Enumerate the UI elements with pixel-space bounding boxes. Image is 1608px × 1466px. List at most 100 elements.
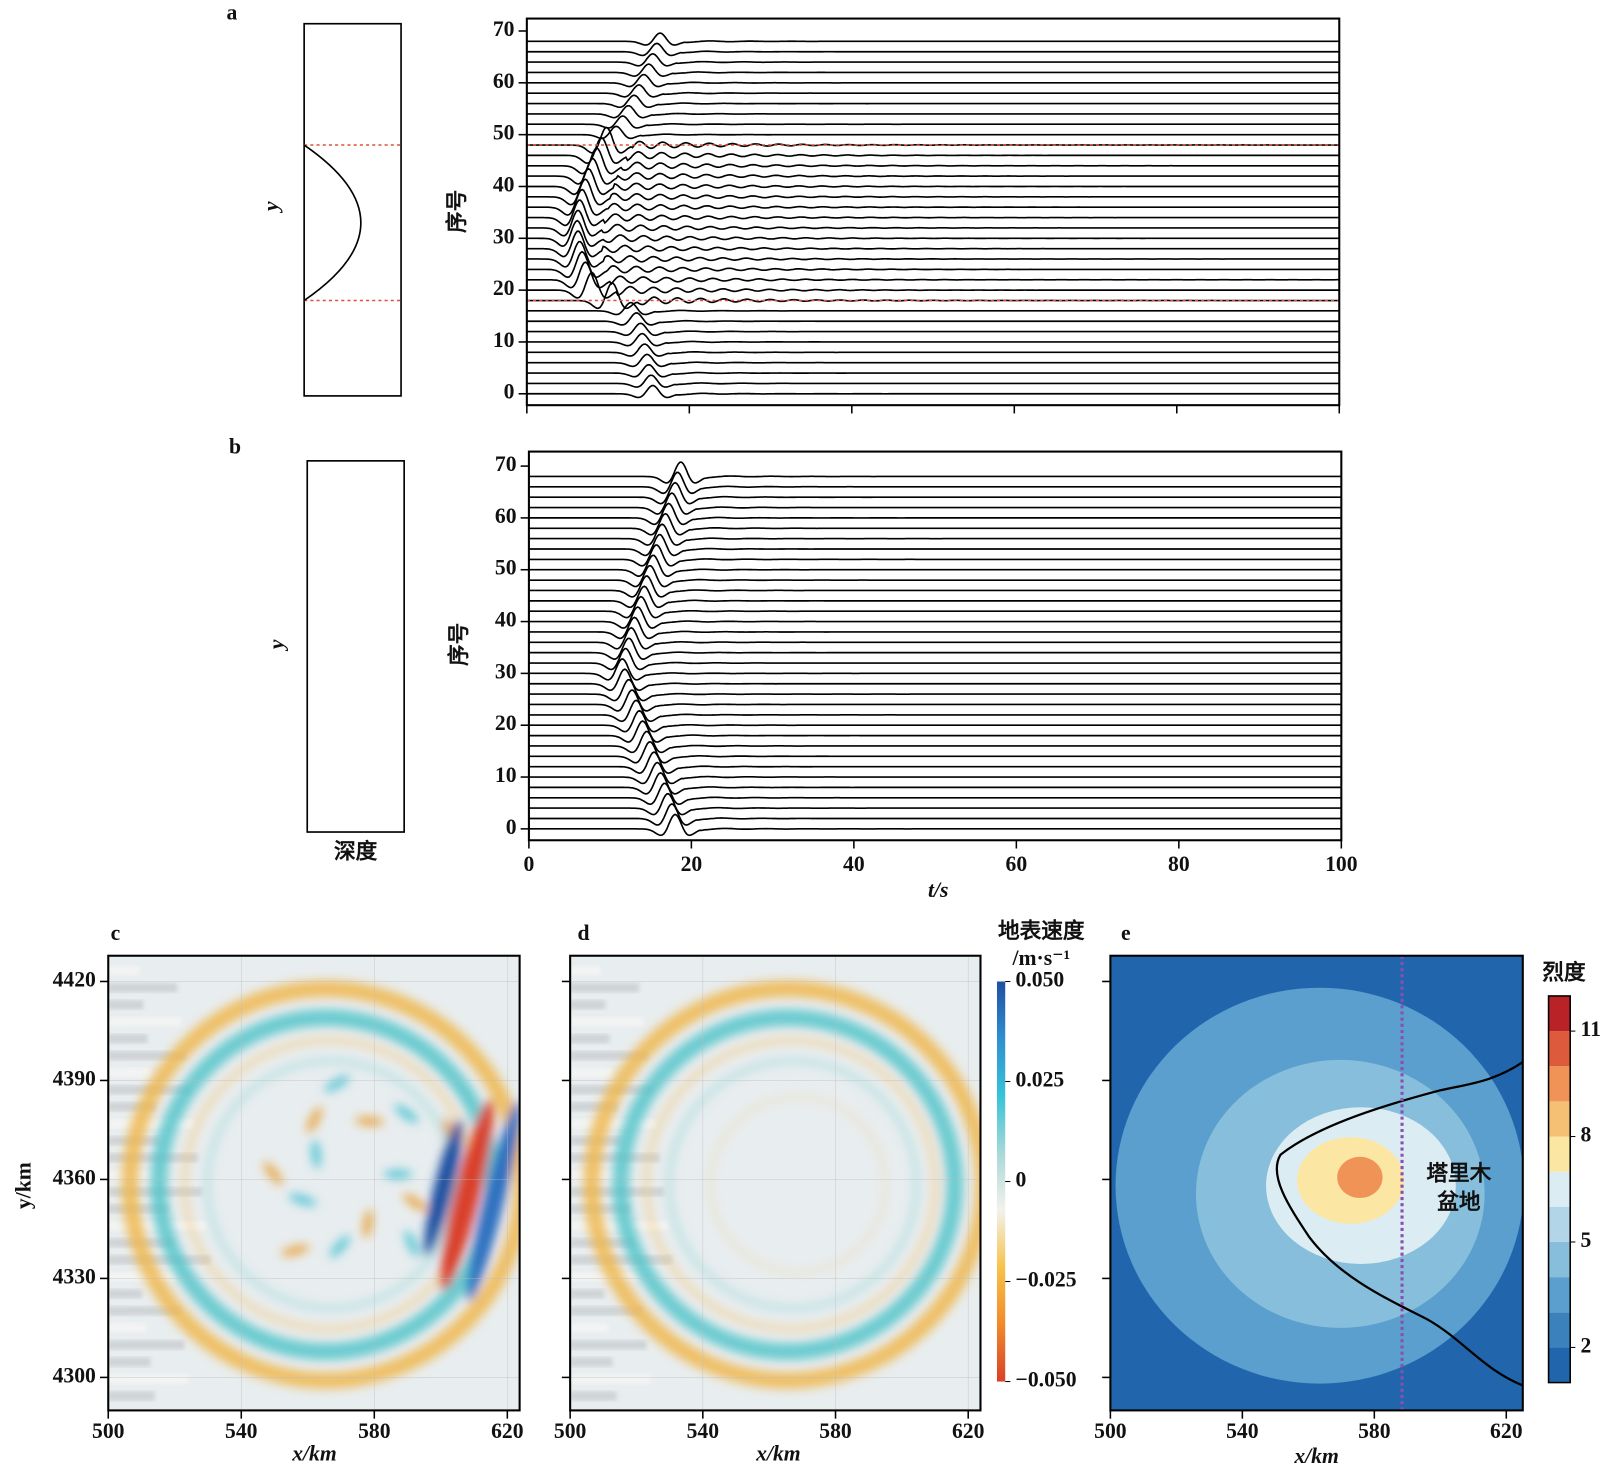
trace (526, 32, 1340, 46)
colorbar-level (1548, 1171, 1571, 1207)
trace (528, 585, 1342, 609)
noise (570, 1323, 609, 1333)
ring (204, 1057, 458, 1312)
trace (526, 322, 1340, 337)
trace (526, 178, 1340, 206)
trace (526, 126, 1340, 154)
trace (526, 157, 1340, 185)
trace (528, 492, 1342, 515)
model-box (303, 22, 402, 397)
panel-label: e (1121, 921, 1131, 945)
noise (108, 1289, 143, 1299)
x-axis-label: x/km (1293, 1444, 1339, 1466)
rings (583, 980, 981, 1389)
colorbar-tick-label: 11 (1581, 1017, 1601, 1041)
trace (526, 125, 1340, 140)
noise (570, 1051, 648, 1061)
field (108, 955, 520, 1411)
panel-label: a (227, 0, 238, 24)
axes-frame (569, 954, 982, 1412)
trace (526, 384, 1340, 399)
colorbar-level (1548, 1136, 1571, 1172)
noise (108, 1255, 211, 1265)
trace (528, 741, 1342, 764)
trace (528, 793, 1342, 816)
trace (528, 658, 1342, 681)
trace (526, 363, 1340, 378)
trace (526, 301, 1340, 316)
ring (121, 980, 520, 1389)
noise (108, 1323, 147, 1333)
trace (526, 115, 1340, 129)
colorbar-level (1548, 1277, 1571, 1313)
scatter-wave (329, 1235, 350, 1258)
trace (526, 73, 1340, 88)
noise (108, 1306, 181, 1316)
trace (528, 502, 1342, 526)
model-axis-label: y (264, 639, 288, 652)
y-tick-label: 30 (495, 659, 517, 683)
trace (526, 332, 1340, 347)
y-tick-label: 60 (493, 69, 515, 93)
colorbar-tick-label: 5 (1581, 1228, 1592, 1252)
colorbar-level (1548, 1241, 1571, 1278)
field (570, 955, 981, 1411)
trace (528, 461, 1342, 484)
trace (528, 761, 1342, 785)
trace (526, 374, 1340, 388)
noise (108, 1391, 155, 1401)
y-tick-label: 30 (493, 224, 515, 248)
scatter-wave (324, 1075, 350, 1092)
scatter-wave (355, 1117, 385, 1126)
x-tick-label: 40 (843, 852, 865, 876)
trace (526, 136, 1340, 165)
x-axis-label: x/km (755, 1442, 801, 1466)
x-tick-label: 0 (523, 852, 534, 876)
wave-front (440, 1099, 494, 1291)
axes-frame (525, 17, 1341, 407)
trace (528, 668, 1342, 692)
wave-front (424, 1119, 463, 1256)
noise (570, 983, 640, 993)
scatter-wave (394, 1104, 419, 1123)
trace (528, 751, 1342, 774)
scatter-wave (306, 1106, 322, 1133)
x-tick-label: 60 (1006, 852, 1028, 876)
ring (643, 1037, 939, 1333)
scatter-wave (404, 1230, 419, 1258)
scatter-wave (281, 1245, 310, 1256)
x-tick-label: 540 (1226, 1419, 1258, 1443)
noise (108, 983, 178, 993)
ring (612, 1009, 963, 1360)
trace (526, 94, 1340, 109)
x-tick-label: 20 (681, 852, 703, 876)
x-tick-label: 540 (225, 1419, 257, 1443)
x-tick-label: 580 (358, 1419, 390, 1443)
y-tick-label: 10 (493, 328, 515, 352)
y-tick-label: 50 (495, 556, 517, 580)
trace (528, 813, 1342, 837)
trace (526, 63, 1340, 78)
noise (570, 1340, 647, 1350)
trace (526, 230, 1340, 258)
x-tick-label: 500 (92, 1419, 124, 1443)
colorbar-tick-label: 0.025 (1016, 1067, 1065, 1091)
trace (526, 271, 1340, 299)
y-tick-label: 40 (495, 608, 517, 632)
trace (528, 803, 1342, 826)
scatter-wave (383, 1170, 413, 1179)
trace (528, 606, 1342, 629)
colorbar-level (1548, 1066, 1571, 1102)
scatter-wave (288, 1193, 317, 1206)
axes-frame (107, 954, 521, 1412)
colorbar-tick-label: 2 (1581, 1333, 1592, 1357)
trace (526, 282, 1340, 310)
trace (526, 147, 1340, 175)
panel-label: d (578, 921, 590, 945)
y-tick-label: 4330 (53, 1264, 96, 1288)
y-tick-label: 40 (493, 172, 515, 196)
noise (108, 1051, 186, 1061)
trace (528, 730, 1342, 754)
trace (526, 219, 1340, 248)
trace (528, 637, 1342, 660)
